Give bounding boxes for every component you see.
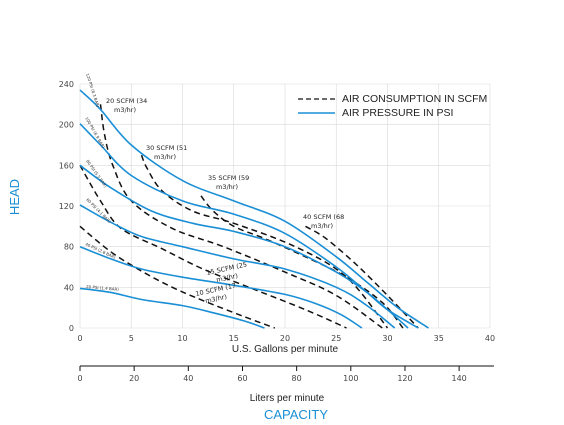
scfm-label-line1: 30 SCFM (51: [146, 144, 187, 152]
y-tick-label: 0: [69, 324, 74, 333]
x-tick-label: 35: [434, 334, 444, 343]
scfm-curve-3: [99, 104, 383, 329]
x-tick-label: 30: [382, 334, 392, 343]
secondary-x-axis-title: Liters per minute: [250, 393, 325, 404]
x-tick-label: 15: [229, 334, 239, 343]
secondary-tick-label: 40: [183, 374, 193, 383]
psi-label-2: 100 PSI (6.9 BAR): [84, 116, 106, 149]
y-tick-label: 240: [59, 80, 74, 89]
secondary-tick-label: 0: [77, 374, 82, 383]
psi-curve-4: [79, 204, 396, 329]
scfm-label-line2: m3/hr): [216, 183, 238, 191]
scfm-label-line1: 35 SCFM (59: [208, 174, 249, 182]
y-tick-labels: 0 40 80 120 160 200 240: [59, 80, 74, 333]
psi-label-6: 20 PSI (1.4 BAR): [86, 284, 120, 292]
x-tick-label: 0: [77, 334, 82, 343]
scfm-curve-5: [200, 195, 404, 329]
scfm-label-line2: m3/hr): [154, 153, 176, 161]
secondary-axis: 0 20 40 60 80 100 120 140: [77, 365, 494, 383]
psi-label-3: 80 PSI (5.5 BAR): [85, 159, 108, 189]
capacity-title: CAPACITY: [264, 407, 328, 422]
x-tick-label: 40: [485, 334, 495, 343]
x-tick-label: 25: [331, 334, 341, 343]
legend: AIR CONSUMPTION IN SCFM AIR PRESSURE IN …: [298, 93, 487, 119]
legend-consumption-label: AIR CONSUMPTION IN SCFM: [342, 93, 487, 105]
y-tick-label: 80: [64, 243, 74, 252]
x-axis-title: U.S. Gallons per minute: [232, 344, 339, 355]
scfm-curve-4: [140, 154, 389, 329]
y-axis-title: HEAD: [7, 179, 22, 215]
psi-curve-1: [79, 89, 429, 329]
psi-curve-6: [79, 287, 265, 329]
y-tick-label: 40: [64, 283, 74, 292]
secondary-tick-label: 20: [129, 374, 139, 383]
y-tick-label: 160: [59, 161, 74, 170]
x-tick-label: 5: [129, 334, 134, 343]
secondary-tick-label: 60: [237, 374, 247, 383]
x-tick-label: 10: [177, 334, 187, 343]
secondary-tick-label: 140: [451, 374, 466, 383]
scfm-curve-2: [79, 164, 347, 329]
psi-label-1: 120 PSI (8.3 BAR): [85, 73, 101, 109]
chart-curves: [79, 89, 429, 329]
psi-curve-3: [79, 164, 409, 329]
scfm-curve-1: [79, 225, 276, 329]
scfm-label-line2: m3/hr): [311, 222, 333, 230]
scfm-curve-6: [305, 225, 419, 329]
y-tick-label: 120: [59, 202, 74, 211]
scfm-label-line1: 40 SCFM (68: [303, 213, 344, 221]
scfm-label-line2: m3/hr): [114, 106, 136, 114]
curve-labels: 120 PSI (8.3 BAR) 100 PSI (6.9 BAR) 80 PSI…: [84, 73, 344, 306]
x-tick-label: 20: [280, 334, 290, 343]
x-tick-labels: 0 5 10 15 20 25 30 35 40: [77, 334, 495, 343]
y-tick-label: 200: [59, 121, 74, 130]
scfm-label-line1: 20 SCFM (34: [106, 97, 147, 105]
legend-pressure-label: AIR PRESSURE IN PSI: [342, 107, 453, 119]
secondary-tick-label: 80: [292, 374, 302, 383]
secondary-tick-label: 120: [397, 374, 412, 383]
psi-curve-5: [79, 245, 363, 329]
secondary-tick-label: 100: [343, 374, 358, 383]
